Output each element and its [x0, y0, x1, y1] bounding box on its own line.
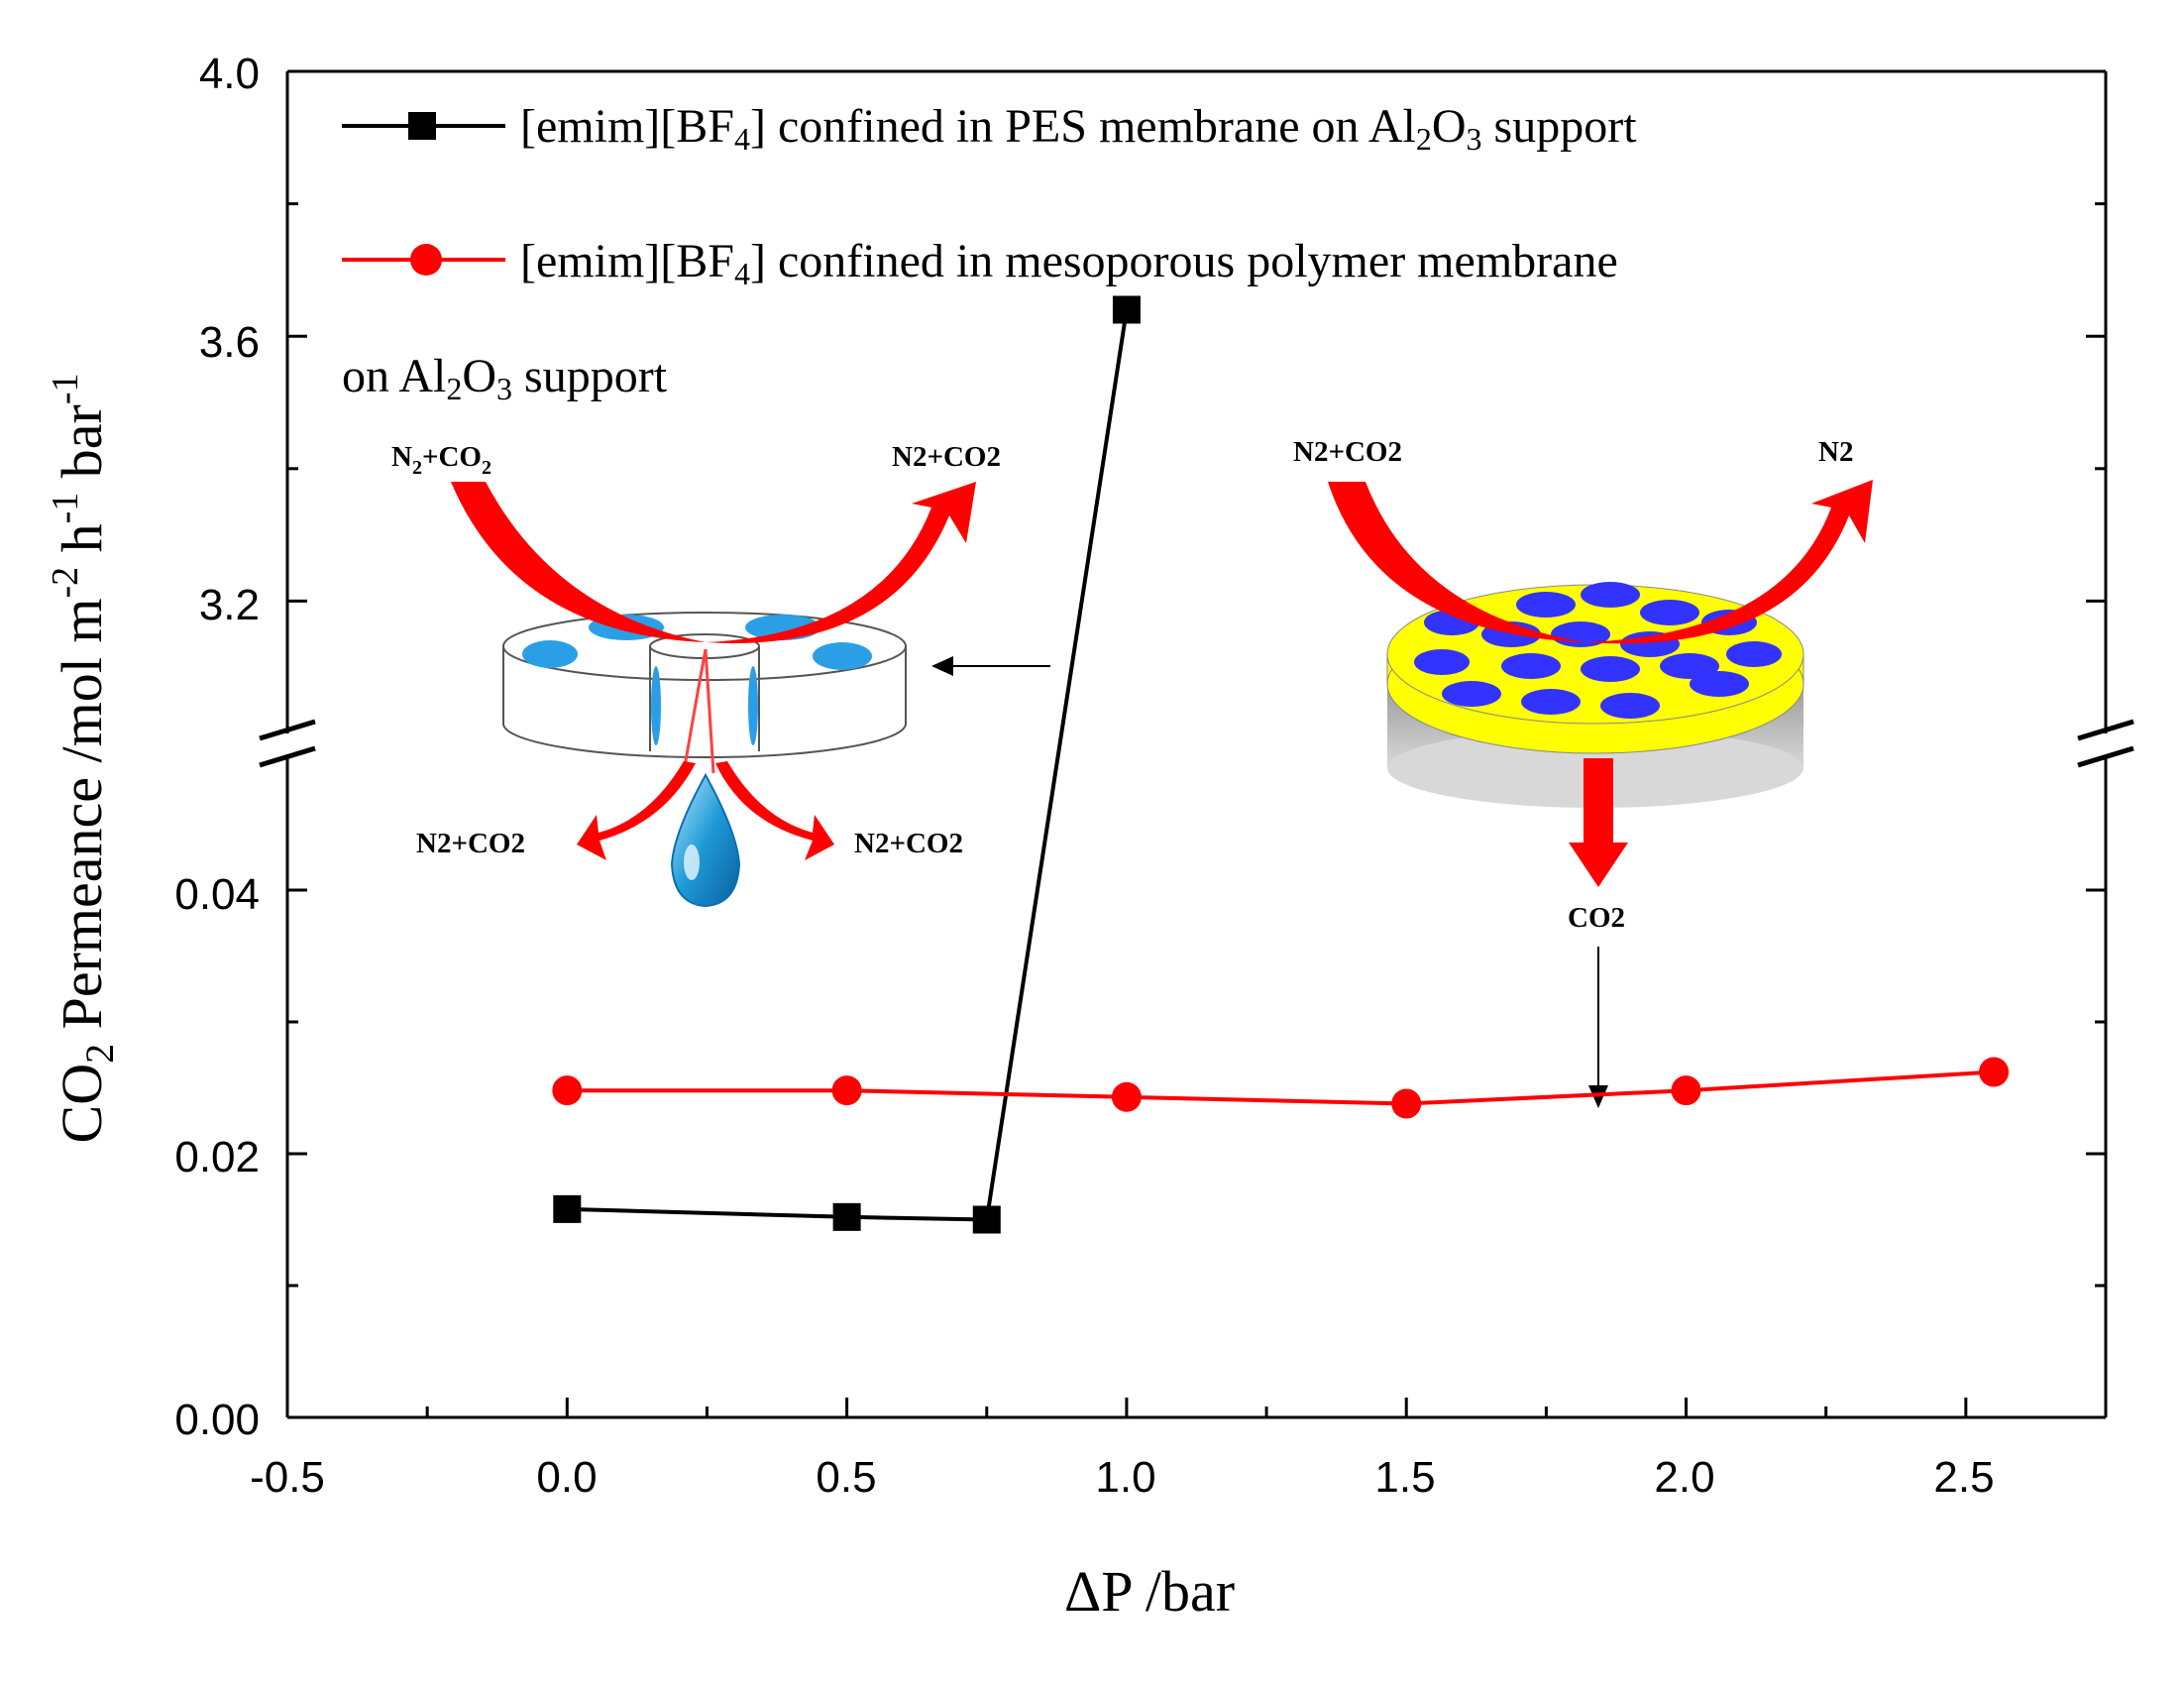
- down-right-arrow-icon: [715, 761, 834, 860]
- pore-icon: [1501, 653, 1561, 679]
- y-title-perm: Permeance /mol m: [50, 599, 114, 1044]
- droplet-highlight-icon: [684, 844, 700, 880]
- legend-series-1-label: [emim][BF4] confined in PES membrane on …: [520, 100, 1637, 157]
- y-tick-label: 0.02: [174, 1133, 260, 1181]
- data-point-square: [1112, 295, 1141, 324]
- x-tick-label: 1.0: [1095, 1453, 1155, 1502]
- pore-icon: [1726, 641, 1782, 667]
- y-title-exp3: -1: [45, 374, 86, 405]
- legend-series-2-label-cont: on Al2O3 support: [342, 350, 668, 406]
- right-inset-illustration: N2+CO2 N2 CO2: [1293, 436, 1873, 1108]
- axis-break-left-1: [259, 719, 316, 741]
- x-axis-title: ΔP /bar: [1064, 1559, 1235, 1624]
- data-point-circle: [552, 1075, 583, 1106]
- axis-break-left-2: [259, 745, 316, 768]
- y-title-exp1: -2: [45, 567, 86, 599]
- pore-icon: [1581, 582, 1640, 608]
- hole-wall-liquid-right-icon: [748, 666, 758, 745]
- pore-icon: [1414, 649, 1470, 675]
- ring-membrane: [502, 612, 907, 758]
- pore-icon: [1551, 621, 1610, 647]
- axis-break-right-1: [2077, 719, 2134, 741]
- permeate-lines-icon: [682, 648, 715, 774]
- data-point-square: [972, 1205, 1001, 1234]
- pore-icon: [1442, 681, 1501, 707]
- pore-icon: [1581, 656, 1640, 682]
- right-inset-out-label: N2: [1818, 436, 1853, 468]
- y-tick-label: 3.6: [199, 318, 260, 367]
- pore-icon: [1516, 592, 1576, 618]
- axis-break-right-2: [2077, 745, 2134, 768]
- right-inset-down-label: CO2: [1568, 902, 1625, 934]
- y-title-bar: bar: [50, 404, 114, 493]
- data-series: [552, 295, 2010, 1234]
- x-tick-label: 0.5: [816, 1453, 876, 1502]
- pore-icon: [1640, 600, 1699, 625]
- pore-icon: [1521, 689, 1581, 715]
- left-inset-illustration: N2+CO2 N2+CO2 N2+CO2 N2+CO2: [391, 441, 1050, 908]
- pore-icon: [1690, 671, 1749, 697]
- legend-black-square-icon: [408, 112, 436, 140]
- legend-red-circle-icon: [410, 244, 442, 276]
- series-line-2: [567, 1069, 1995, 1106]
- x-tick-label: 2.5: [1933, 1453, 1994, 1502]
- outflow-arrow-icon: [706, 482, 976, 643]
- x-tick-label: 1.5: [1374, 1453, 1435, 1502]
- pore-icon: [1600, 693, 1660, 719]
- right-inflow-arrow-icon: [1328, 482, 1585, 642]
- y-title-exp2: -1: [45, 493, 86, 524]
- series-line-1: [567, 309, 1129, 1222]
- pore-left-icon: [522, 640, 578, 668]
- left-inset-down-left-label: N2+CO2: [416, 828, 525, 859]
- left-inset-in-label: N2+CO2: [391, 441, 491, 479]
- down-arrow-head-icon: [1569, 843, 1628, 887]
- data-point-circle: [1979, 1057, 2010, 1087]
- y-tick-label: 3.2: [199, 581, 260, 629]
- left-inset-down-right-label: N2+CO2: [854, 828, 963, 859]
- droplet-icon: [670, 772, 741, 908]
- y-title-h: h: [50, 523, 114, 567]
- data-point-circle: [831, 1075, 862, 1106]
- y-title-sub: 2: [77, 1044, 122, 1064]
- y-tick-label: 4.0: [199, 50, 260, 98]
- series-pointer-arrowhead-icon: [1588, 1085, 1608, 1108]
- left-inset-out-label: N2+CO2: [892, 441, 1001, 473]
- inflow-arrow-icon: [451, 482, 706, 642]
- data-point-circle: [1391, 1088, 1422, 1119]
- legend-series-2-label: [emim][BF4] confined in mesoporous polym…: [520, 235, 1618, 291]
- data-point-square: [553, 1194, 582, 1223]
- down-arrow-shaft-icon: [1583, 758, 1613, 847]
- x-tick-label: 2.0: [1654, 1453, 1714, 1502]
- hole-wall-liquid-left-icon: [651, 666, 661, 745]
- y-title-co: CO: [50, 1064, 114, 1144]
- x-tick-label: 0.0: [536, 1453, 597, 1502]
- right-inset-in-label: N2+CO2: [1293, 436, 1402, 468]
- inset-pointer-arrowhead-icon: [931, 656, 953, 676]
- x-tick-labels: -0.5 0.0 0.5 1.0 1.5 2.0 2.5: [250, 1453, 1995, 1502]
- pore-right-icon: [813, 642, 872, 670]
- pore-icon: [1660, 653, 1719, 679]
- data-point-square: [832, 1202, 861, 1231]
- x-tick-label: -0.5: [250, 1453, 325, 1502]
- down-left-arrow-icon: [577, 761, 696, 860]
- plot-frame: [259, 69, 2134, 1419]
- axis-ticks: [285, 69, 2108, 1419]
- data-point-circle: [1671, 1075, 1701, 1106]
- data-point-circle: [1111, 1081, 1142, 1112]
- y-tick-labels: 0.00 0.02 0.04 3.2 3.6 4.0: [174, 50, 260, 1444]
- y-tick-label: 0.00: [174, 1396, 260, 1444]
- y-axis-title: CO2 Permeance /mol m-2 h-1 bar-1: [45, 374, 122, 1144]
- y-tick-label: 0.04: [174, 870, 260, 919]
- right-outflow-arrow-icon: [1585, 480, 1873, 644]
- legend: [emim][BF4] confined in PES membrane on …: [342, 100, 1637, 406]
